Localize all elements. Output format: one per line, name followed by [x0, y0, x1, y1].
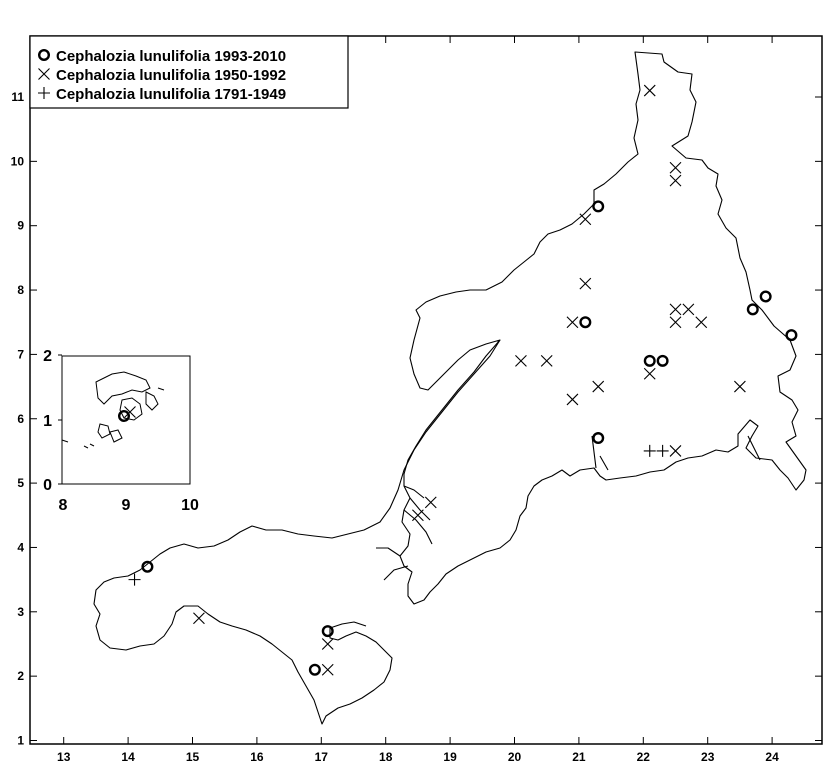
y-tick-label: 2	[17, 669, 24, 683]
legend-marker-circle	[38, 49, 51, 62]
x-tick-label: 13	[57, 750, 71, 764]
x-tick-label: 15	[186, 750, 200, 764]
record-marker-circle	[579, 316, 592, 329]
y-tick-label: 7	[17, 347, 24, 361]
y-tick-label: 8	[17, 283, 24, 297]
legend-marker-plus	[38, 87, 50, 99]
record-marker-plus	[128, 573, 141, 586]
legend-entry: Cephalozia lunulifolia 1791-1949	[56, 86, 286, 103]
x-tick-label: 14	[121, 750, 135, 764]
record-marker-plus	[656, 444, 669, 457]
inset-record-marker-circle	[117, 410, 130, 423]
coastline-west	[93, 339, 501, 725]
record-marker-x	[515, 354, 527, 367]
x-tick-label: 16	[250, 750, 264, 764]
legend-box	[29, 35, 349, 109]
record-marker-x	[695, 316, 708, 329]
record-marker-x	[566, 393, 579, 406]
record-marker-circle	[592, 200, 605, 213]
record-marker-circle	[321, 625, 334, 638]
x-tick-label: 20	[508, 750, 522, 764]
record-marker-x	[579, 277, 592, 290]
legend-marker-x	[38, 68, 50, 80]
x-tick-label: 23	[701, 750, 715, 764]
record-marker-circle	[141, 560, 154, 573]
legend-entry: Cephalozia lunulifolia 1950-1992	[56, 67, 286, 84]
coastline-mainland	[399, 51, 807, 605]
y-tick-label: 3	[17, 605, 24, 619]
record-marker-x	[592, 380, 605, 393]
record-marker-circle	[656, 354, 669, 367]
record-marker-x	[734, 380, 746, 393]
x-tick-label: 19	[443, 750, 457, 764]
y-tick-label: 9	[17, 219, 24, 233]
record-marker-x	[669, 303, 682, 316]
inset-y-tick-label: 0	[43, 477, 52, 494]
inset-y-tick-label: 1	[43, 413, 52, 430]
x-tick-label: 18	[379, 750, 393, 764]
y-tick-label: 10	[11, 154, 25, 168]
record-marker-x	[540, 354, 553, 367]
record-marker-x	[669, 316, 682, 329]
record-marker-circle	[308, 663, 321, 676]
y-tick-label: 11	[11, 90, 24, 104]
inset-x-tick-label: 9	[122, 497, 131, 514]
legend-entry: Cephalozia lunulifolia 1993-2010	[56, 48, 286, 65]
x-tick-label: 24	[765, 750, 779, 764]
record-marker-x	[669, 174, 682, 187]
record-marker-x	[669, 445, 682, 457]
record-marker-x	[566, 316, 579, 329]
x-tick-label: 17	[315, 750, 329, 764]
record-marker-x	[412, 509, 424, 522]
record-marker-x	[669, 161, 682, 174]
inset-record-marker-x	[124, 406, 136, 418]
x-tick-label: 21	[572, 750, 586, 764]
inset-y-tick-label: 2	[43, 348, 52, 365]
record-marker-plus	[643, 444, 656, 457]
record-marker-circle	[785, 329, 798, 342]
y-tick-label: 1	[17, 734, 24, 748]
x-tick-label: 22	[637, 750, 651, 764]
record-marker-x	[321, 663, 334, 676]
record-marker-circle	[746, 303, 759, 316]
record-marker-circle	[592, 432, 605, 445]
y-tick-label: 5	[17, 476, 24, 490]
record-marker-circle	[759, 290, 772, 303]
record-marker-x	[682, 303, 695, 316]
record-marker-x	[579, 213, 592, 226]
inset-x-tick-label: 10	[181, 497, 199, 514]
record-marker-x	[643, 367, 656, 380]
y-tick-label: 6	[17, 412, 24, 426]
record-marker-x	[193, 612, 205, 625]
estuary-details	[329, 435, 761, 629]
record-marker-x	[424, 496, 437, 509]
record-marker-x	[643, 84, 656, 97]
inset-x-tick-label: 8	[59, 497, 68, 514]
record-marker-x	[321, 638, 334, 650]
y-tick-label: 4	[17, 540, 24, 554]
record-marker-circle	[643, 354, 656, 367]
